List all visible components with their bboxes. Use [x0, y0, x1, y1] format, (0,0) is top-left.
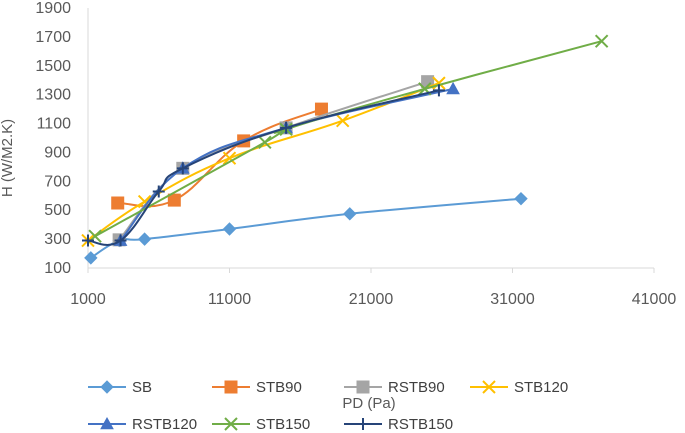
y-tick-label: 100 [44, 260, 71, 277]
x-tick-label: 11000 [208, 291, 251, 308]
data-point-rstb150 [82, 234, 94, 247]
series-line-stb150 [94, 40, 602, 238]
series-layer [81, 34, 609, 265]
data-point-sb [84, 251, 98, 265]
legend-marker-rstb90 [356, 380, 370, 394]
data-point-rstb150 [280, 121, 293, 134]
y-tick-label: 1100 [37, 116, 72, 133]
legend-item-sb: SB [88, 379, 152, 396]
y-tick-label: 300 [44, 231, 71, 248]
data-point-rstb150 [176, 162, 189, 175]
series-sb [84, 191, 528, 265]
data-point-stb150 [258, 135, 272, 150]
y-axis-title: H (W/M2.K) [0, 119, 16, 197]
y-tick-label: 1700 [35, 29, 71, 46]
x-tick-label: 31000 [490, 291, 535, 308]
legend-marker-stb150 [224, 417, 238, 431]
legend-marker-stb90 [224, 380, 238, 394]
legend-label-stb90: STB90 [256, 379, 302, 396]
data-point-stb150 [594, 34, 609, 48]
legend-marker-stb120 [482, 380, 496, 394]
legend-item-rstb150: RSTB150 [344, 416, 453, 433]
series-rstb90 [112, 75, 435, 247]
legend-label-rstb120: RSTB120 [132, 416, 197, 433]
legend-label-sb: SB [132, 379, 152, 396]
series-rstb150 [82, 84, 445, 247]
x-tick-label: 1000 [70, 291, 106, 308]
data-point-rstb150 [152, 185, 165, 198]
y-tick-label: 1300 [35, 87, 71, 104]
series-stb90 [111, 102, 328, 210]
y-tick-label: 700 [44, 173, 71, 190]
data-point-stb120 [222, 151, 237, 165]
y-tick-label: 500 [44, 202, 71, 219]
data-point-sb [222, 222, 237, 236]
legend-item-rstb120: RSTB120 [88, 416, 197, 433]
x-tick-label: 21000 [349, 291, 394, 308]
data-point-stb90 [111, 196, 125, 210]
legend-item-rstb90: RSTB90 [344, 379, 445, 396]
legend-marker-sb [100, 380, 114, 394]
legend-item-stb90: STB90 [212, 379, 302, 396]
y-tick-label: 900 [44, 144, 71, 161]
data-point-rstb120 [446, 81, 460, 95]
series-line-stb120 [87, 82, 440, 242]
legend-label-rstb150: RSTB150 [388, 416, 453, 433]
data-point-stb90 [167, 193, 181, 207]
axes: 100 300 500 700 900 1100 1300 1500 1700 1900 1000 1… [35, 0, 676, 308]
series-line-sb [90, 197, 522, 259]
data-point-stb90 [314, 102, 328, 116]
y-tick-label: 1500 [35, 58, 71, 75]
series-line-rstb120 [119, 87, 454, 242]
legend-label-stb150: STB150 [256, 416, 310, 433]
data-point-sb [137, 232, 152, 246]
x-tick-label: 41000 [632, 291, 677, 308]
data-point-rstb150 [432, 84, 445, 97]
series-line-rstb150 [87, 89, 440, 246]
legend-label-rstb90: RSTB90 [388, 379, 445, 396]
legend-item-stb150: STB150 [212, 416, 310, 433]
legend-label-stb120: STB120 [514, 379, 568, 396]
legend-item-stb120: STB120 [470, 379, 568, 396]
y-tick-label: 1900 [35, 0, 71, 17]
legend-marker-rstb150 [357, 418, 369, 430]
legend-marker-rstb120 [100, 416, 114, 430]
data-point-sb [514, 191, 528, 206]
data-point-sb [343, 207, 357, 221]
data-point-rstb150 [114, 234, 127, 247]
data-point-stb120 [335, 113, 350, 128]
x-axis-title: PD (Pa) [342, 395, 395, 412]
legend: SB STB90 RSTB90 STB120 RSTB120 STB150 RSTB150 [88, 379, 568, 433]
